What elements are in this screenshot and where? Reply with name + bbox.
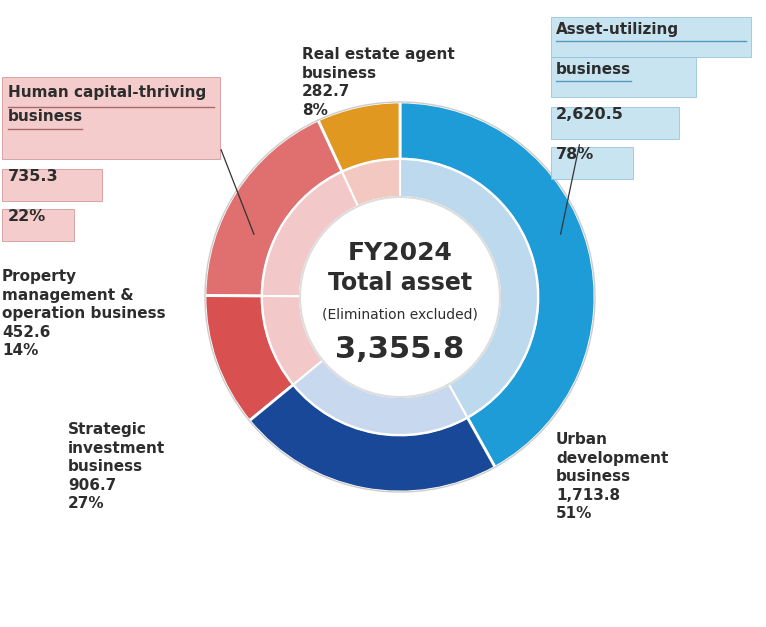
Text: Total asset: Total asset — [328, 271, 472, 295]
FancyBboxPatch shape — [551, 147, 633, 179]
Text: 2,620.5: 2,620.5 — [556, 107, 624, 122]
Text: Human capital-thriving: Human capital-thriving — [8, 85, 206, 100]
FancyBboxPatch shape — [2, 209, 74, 241]
FancyBboxPatch shape — [551, 107, 679, 139]
FancyBboxPatch shape — [551, 17, 751, 57]
Text: Real estate agent
business
282.7
8%: Real estate agent business 282.7 8% — [302, 47, 455, 118]
FancyBboxPatch shape — [2, 77, 220, 159]
Text: 78%: 78% — [556, 147, 594, 162]
Wedge shape — [400, 159, 538, 418]
Wedge shape — [342, 159, 400, 206]
Text: Strategic
investment
business
906.7
27%: Strategic investment business 906.7 27% — [68, 422, 165, 512]
Text: (Elimination excluded): (Elimination excluded) — [322, 308, 478, 322]
Text: Urban
development
business
1,713.8
51%: Urban development business 1,713.8 51% — [556, 432, 669, 522]
FancyBboxPatch shape — [551, 57, 696, 97]
Text: 3,355.8: 3,355.8 — [336, 334, 465, 364]
Text: 22%: 22% — [8, 209, 46, 224]
Text: business: business — [556, 62, 631, 77]
Wedge shape — [262, 172, 358, 297]
Text: business: business — [8, 109, 83, 124]
Wedge shape — [205, 120, 342, 296]
Text: FY2024: FY2024 — [348, 241, 453, 265]
Circle shape — [300, 197, 500, 397]
Wedge shape — [249, 384, 495, 492]
Wedge shape — [205, 295, 293, 421]
Text: Property
management &
operation business
452.6
14%: Property management & operation business… — [2, 269, 165, 359]
Wedge shape — [262, 296, 322, 384]
Wedge shape — [400, 102, 595, 467]
Text: 735.3: 735.3 — [8, 169, 59, 184]
Wedge shape — [318, 102, 400, 172]
FancyBboxPatch shape — [2, 169, 102, 201]
Wedge shape — [293, 361, 467, 435]
Text: Asset-utilizing: Asset-utilizing — [556, 22, 679, 37]
